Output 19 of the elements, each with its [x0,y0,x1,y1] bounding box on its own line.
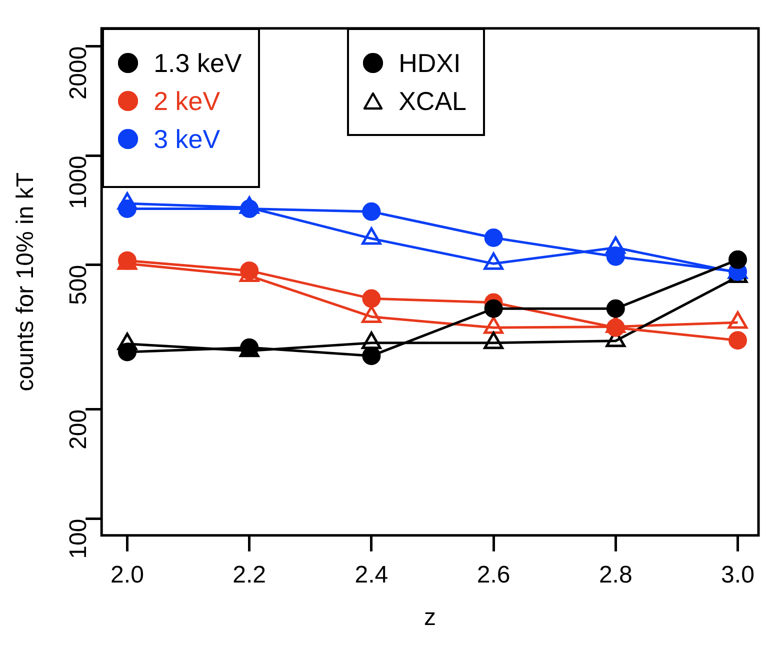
x-tick-label: 2.6 [476,561,510,588]
legend-label: 3 keV [154,123,220,156]
legend-label: XCAL [398,85,467,118]
y-tick-label: 500 [65,264,92,305]
x-tick-label: 2.0 [110,561,144,588]
x-tick-label: 2.8 [598,561,632,588]
y-tick-label: 1000 [65,156,92,209]
x-axis-title: z [424,604,436,632]
legend-label: 2 keV [154,85,220,118]
x-tick-label: 2.4 [354,561,388,588]
y-axis-title: counts for 10% in kT [12,172,40,392]
x-tick-label: 3.0 [721,561,754,588]
y-tick-label: 2000 [65,46,92,100]
y-tick-label: 100 [65,518,92,559]
annotation: HDXI [398,47,461,80]
x-tick-label: 2.2 [232,561,266,588]
legend: HDXI XCAL [346,28,485,136]
legend-label: 1.3 keV [154,47,242,80]
y-tick-label: 200 [65,409,92,450]
